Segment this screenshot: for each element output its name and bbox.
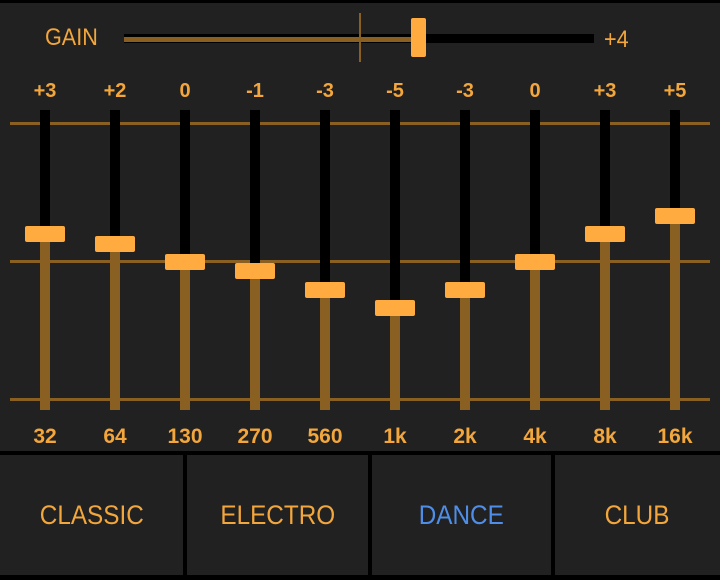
band-slider-fill <box>110 243 120 410</box>
band-slider[interactable] <box>320 110 330 410</box>
band-slider-fill <box>250 271 260 410</box>
band-frequency: 1k <box>383 425 407 448</box>
band-slider-thumb[interactable] <box>515 254 555 270</box>
preset-label: CLASSIC <box>39 499 144 530</box>
preset-label: CLUB <box>605 499 670 530</box>
band-frequency: 16k <box>657 425 693 448</box>
gain-center-marker <box>359 13 361 62</box>
band-frequency: 2k <box>453 425 477 448</box>
band-slider[interactable] <box>110 110 120 410</box>
band-value: +3 <box>33 80 57 102</box>
band-slider-fill <box>530 262 540 410</box>
band-frequency: 64 <box>103 425 127 448</box>
band-slider[interactable] <box>250 110 260 410</box>
preset-bar: CLASSIC ELECTRO DANCE CLUB <box>0 451 720 580</box>
band-slider-thumb[interactable] <box>375 300 415 316</box>
band-slider[interactable] <box>390 110 400 410</box>
gain-slider-fill <box>124 37 418 42</box>
band-value: -3 <box>316 80 334 102</box>
band-value: 0 <box>179 80 191 102</box>
band-frequency: 560 <box>307 425 343 448</box>
band-slider-thumb[interactable] <box>305 281 345 298</box>
band-slider-fill <box>670 216 680 410</box>
band-slider-thumb[interactable] <box>165 254 205 270</box>
band-slider-thumb[interactable] <box>95 235 135 252</box>
band-frequency: 130 <box>167 425 203 448</box>
band-slider-fill <box>600 234 610 410</box>
band-slider-fill <box>460 289 470 410</box>
band-slider-thumb[interactable] <box>655 208 695 224</box>
band-value: +5 <box>663 80 687 102</box>
preset-club-button[interactable]: CLUB <box>555 455 720 575</box>
grid-line-top <box>10 122 710 125</box>
band-slider[interactable] <box>600 110 610 410</box>
band-frequency: 270 <box>237 425 273 448</box>
preset-label: ELECTRO <box>220 499 335 530</box>
band-frequency: 4k <box>523 425 547 448</box>
band-value: -5 <box>386 80 404 102</box>
grid-line-bottom <box>10 398 710 401</box>
band-slider[interactable] <box>670 110 680 410</box>
band-slider-fill <box>320 289 330 410</box>
band-slider-fill <box>180 262 190 410</box>
band-slider-fill <box>40 234 50 410</box>
gain-label: GAIN <box>45 24 98 51</box>
band-frequency: 32 <box>33 425 57 448</box>
band-value: -1 <box>246 80 264 102</box>
band-slider-thumb[interactable] <box>235 263 275 280</box>
band-value: -3 <box>456 80 474 102</box>
preset-label: DANCE <box>418 499 505 530</box>
band-value: +3 <box>593 80 617 102</box>
band-slider-thumb[interactable] <box>25 226 65 243</box>
band-value: 0 <box>529 80 541 102</box>
band-slider-thumb[interactable] <box>445 281 485 298</box>
band-slider-fill <box>390 308 400 410</box>
band-slider[interactable] <box>460 110 470 410</box>
band-slider[interactable] <box>40 110 50 410</box>
preset-electro-button[interactable]: ELECTRO <box>187 455 368 575</box>
top-border <box>0 0 720 3</box>
gain-value: +4 <box>604 26 629 53</box>
gain-slider-thumb[interactable] <box>410 18 426 57</box>
grid-line-center <box>10 260 710 263</box>
preset-classic-button[interactable]: CLASSIC <box>0 455 183 575</box>
band-slider-thumb[interactable] <box>585 226 625 243</box>
preset-dance-button[interactable]: DANCE <box>372 455 551 575</box>
band-value: +2 <box>103 80 127 102</box>
band-frequency: 8k <box>593 425 617 448</box>
